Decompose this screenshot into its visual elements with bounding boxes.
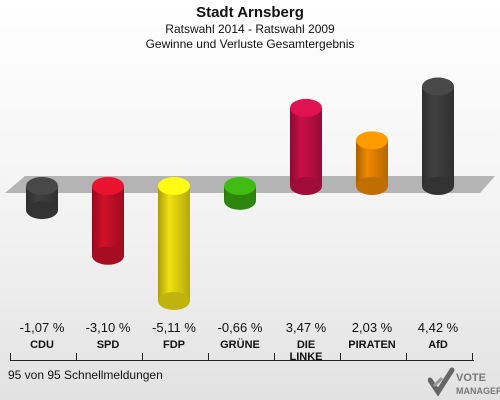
bar-body-fdp [158,186,190,301]
x-axis-line [10,360,474,361]
chart-subtitle-2: Gewinne und Verluste Gesamtergebnis [145,37,355,51]
bar-top-cdu [26,177,58,195]
logo-text-vote: VOTE [456,372,486,384]
value-label-fdp: -5,11 % [152,320,196,335]
bar-bottom-die-linke [290,177,322,195]
bar-top-afd [422,77,454,96]
bar-body-spd [92,186,124,256]
axis-tick [76,353,77,361]
value-label-afd: 4,42 % [417,320,459,335]
chart-title: Stadt Arnsberg [196,4,304,21]
bar-top-spd [92,177,124,195]
bar-piraten [356,131,388,195]
bar-top-die-linke [290,98,322,117]
axis-tick [472,353,473,361]
axis-tick [406,353,407,361]
axis-tick [142,353,143,361]
bar-fdp [158,177,190,310]
bar-cdu [26,177,58,220]
category-label-cdu: CDU [30,339,54,351]
bar-afd [422,77,454,195]
axis-tick [208,353,209,361]
bar-bottom-afd [422,177,454,195]
category-label-piraten: PIRATEN [348,339,396,351]
value-label-cdu: -1,07 % [19,320,65,335]
checkmark-icon [428,367,455,397]
category-label-spd: SPD [96,339,120,351]
bar-spd [92,177,124,265]
value-label-spd: -3,10 % [85,320,131,335]
chart-subtitle: Ratswahl 2014 - Ratswahl 2009 [165,22,335,36]
bar-gr-ne [224,177,256,210]
bar-bottom-piraten [356,177,388,195]
value-label-piraten: 2,03 % [351,320,393,335]
bar-die-linke [290,98,322,195]
bar-top-fdp [158,177,190,195]
value-label-gr-ne: -0,66 % [217,320,263,335]
bar-top-piraten [356,131,388,150]
bar-top-gr-ne [224,177,256,195]
bar-bottom-cdu [26,201,58,220]
logo-text-manager: MANAGER [456,386,500,396]
bar-body-die-linke [290,107,322,186]
axis-tick [10,353,11,361]
report-status: 95 von 95 Schnellmeldungen [8,368,163,382]
votemanager-logo: VOTE MANAGER [428,367,500,397]
bar-bottom-fdp [158,291,190,310]
bar-bottom-gr-ne [224,191,256,210]
axis-tick [340,353,341,361]
category-label-fdp: FDP [163,339,185,351]
category-label-gr-ne: GRÜNE [220,339,260,351]
value-label-die-linke: 3,47 % [285,320,327,335]
bar-bottom-spd [92,246,124,265]
axis-tick [274,353,275,361]
category-label-afd: AfD [428,339,448,351]
bar-body-afd [422,86,454,186]
